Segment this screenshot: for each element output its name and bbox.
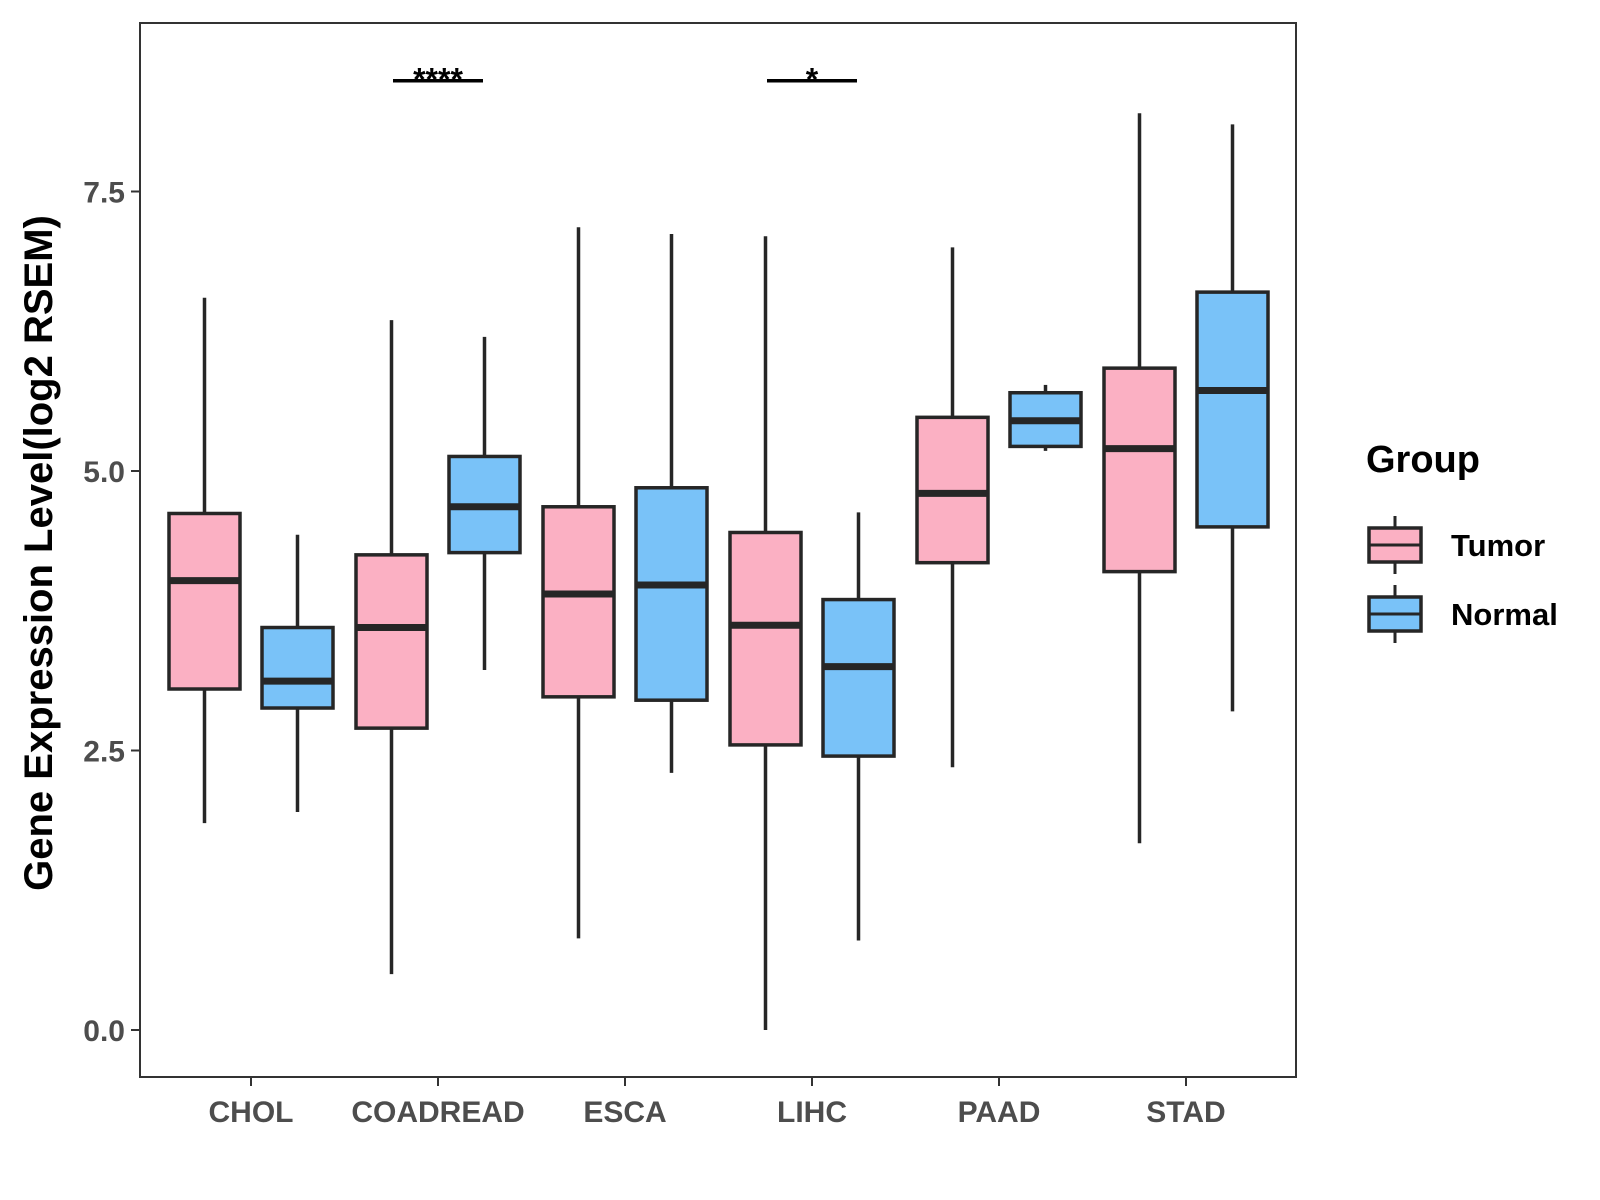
- box-tumor-chol: [167, 297, 242, 824]
- iqr-box: [260, 625, 335, 710]
- x-tick-label: COADREAD: [351, 1096, 524, 1129]
- y-tick-label: 0.0: [83, 1015, 125, 1048]
- significance-label: *: [806, 62, 819, 98]
- x-tick-label: ESCA: [583, 1096, 666, 1129]
- iqr-box: [1102, 366, 1177, 574]
- significance-annotations: **** *: [393, 62, 857, 98]
- box-normal-paad: [1008, 384, 1083, 451]
- iqr-box: [167, 511, 242, 691]
- box-tumor-lihc: [728, 236, 803, 1030]
- box-normal-stad: [1195, 124, 1270, 712]
- iqr-box: [1195, 290, 1270, 529]
- iqr-box: [821, 597, 896, 758]
- axis-layer: 0.0 2.5 5.0 7.5 CHOL COADREAD ESCA LIHC PAAD STAD: [83, 177, 1225, 1130]
- y-tick-label: 5.0: [83, 456, 125, 489]
- x-tick-label: LIHC: [777, 1096, 847, 1129]
- iqr-box: [728, 530, 803, 747]
- box-normal-coadread: [447, 336, 522, 671]
- legend-item-tumor: Tumor: [1367, 516, 1545, 574]
- box-normal-chol: [260, 534, 335, 812]
- iqr-box: [634, 486, 709, 702]
- legend-label: Normal: [1451, 597, 1558, 632]
- y-tick-label: 7.5: [83, 177, 125, 210]
- box-normal-lihc: [821, 512, 896, 941]
- x-tick-label: PAAD: [958, 1096, 1041, 1129]
- iqr-box: [354, 553, 429, 730]
- box-tumor-esca: [541, 227, 616, 939]
- iqr-box: [541, 505, 616, 699]
- significance-label: ****: [413, 62, 463, 98]
- x-tick-label: STAD: [1146, 1096, 1225, 1129]
- box-tumor-stad: [1102, 113, 1177, 844]
- legend-item-normal: Normal: [1367, 585, 1558, 643]
- y-tick-label: 2.5: [83, 736, 125, 769]
- x-tick-label: CHOL: [209, 1096, 294, 1129]
- box-tumor-coadread: [354, 320, 429, 975]
- box-normal-esca: [634, 233, 709, 773]
- box-tumor-paad: [915, 247, 990, 768]
- box-layer: [167, 113, 1270, 1030]
- legend-title: Group: [1366, 439, 1480, 481]
- legend: Group Tumor Normal: [1366, 439, 1558, 643]
- legend-label: Tumor: [1451, 528, 1545, 563]
- y-axis-title: Gene Expression Level(log2 RSEM): [17, 215, 61, 891]
